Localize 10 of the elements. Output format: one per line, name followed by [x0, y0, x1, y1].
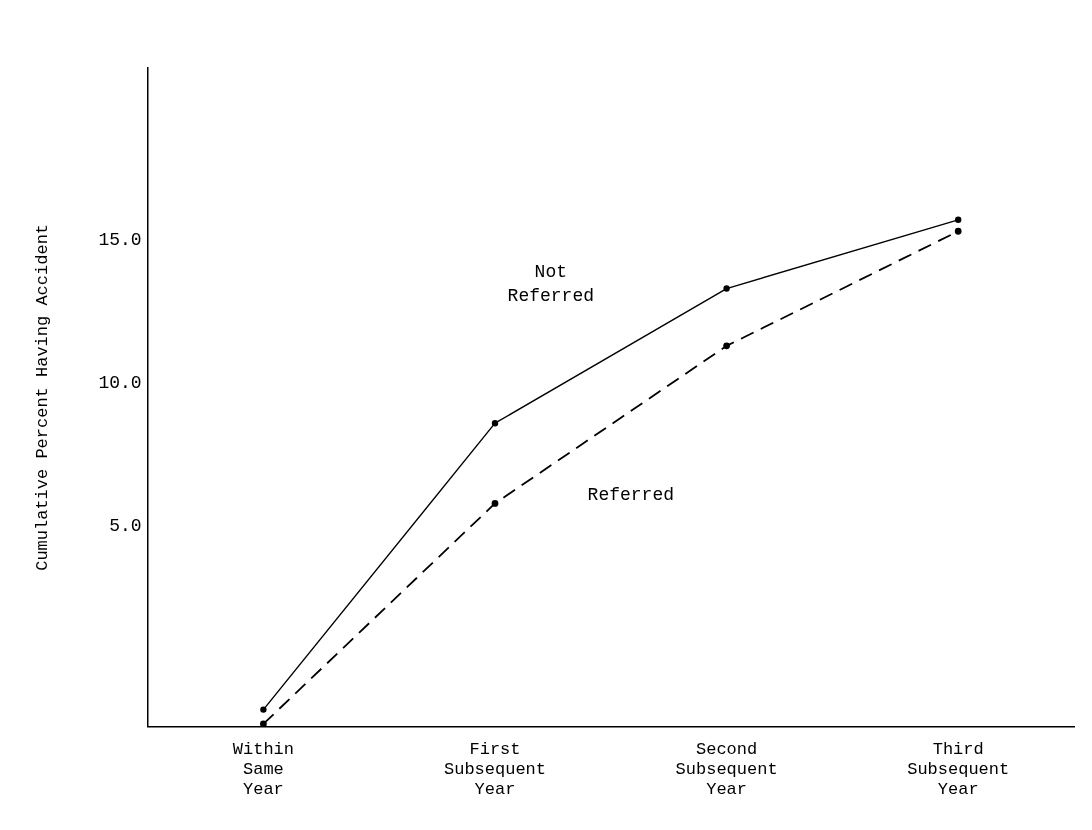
x-tick-label: Within Same Year [232, 739, 295, 800]
text: Referred [587, 484, 675, 505]
y-tick-label: 15.0 [98, 229, 142, 250]
x-tick-label: Third Subsequent Year [907, 739, 1010, 800]
y-tick-label: 10.0 [98, 372, 142, 393]
x-tick-label: Second Subsequent Year [675, 739, 778, 800]
text: Not Referred [507, 261, 595, 306]
x-tick-label: First Subsequent Year [443, 739, 547, 800]
y-axis-title: Cumulative Percent Having Accident [32, 223, 52, 571]
y-tick-label: 5.0 [109, 516, 142, 537]
